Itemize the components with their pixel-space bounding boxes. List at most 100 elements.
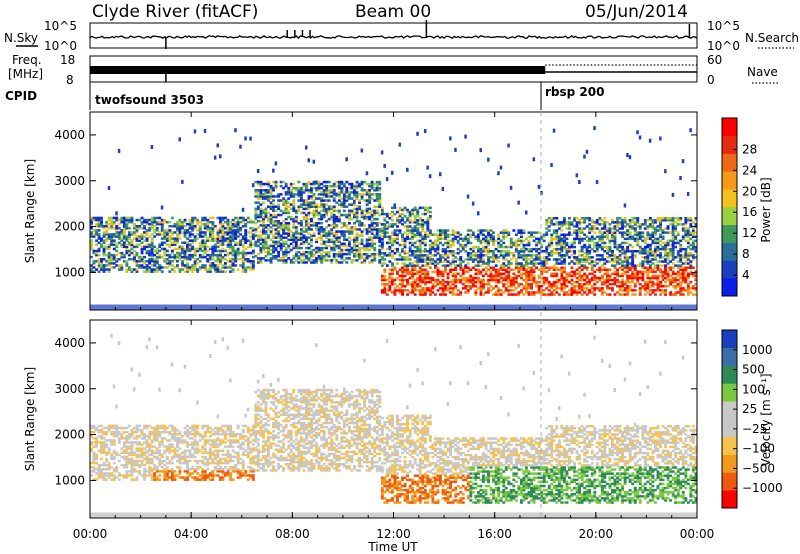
power-cell xyxy=(542,293,546,296)
power-cell xyxy=(211,235,215,238)
power-cell xyxy=(671,247,675,251)
velocity-cell xyxy=(90,466,93,469)
power-cell xyxy=(373,211,377,215)
power-cell xyxy=(294,186,298,190)
power-cell xyxy=(456,280,460,284)
power-cell xyxy=(570,289,574,292)
power-cell xyxy=(342,193,346,196)
power-cell xyxy=(307,257,311,260)
power-cell xyxy=(666,227,670,230)
power-cell xyxy=(186,249,189,253)
power-cell xyxy=(621,250,624,253)
power-cell xyxy=(603,260,607,263)
power-cell xyxy=(532,278,536,282)
power-cell xyxy=(646,252,650,255)
power-cell xyxy=(150,222,154,226)
power-cell xyxy=(102,247,106,251)
power-cell xyxy=(391,237,394,241)
power-cell xyxy=(342,197,346,200)
power-cell xyxy=(555,278,559,282)
power-cell xyxy=(224,270,227,273)
power-cell xyxy=(608,231,612,234)
power-cell xyxy=(274,248,278,252)
power-cell xyxy=(224,227,227,230)
power-cell xyxy=(322,259,326,262)
power-cell xyxy=(643,285,647,288)
power-cell xyxy=(416,221,420,224)
power-cell xyxy=(358,255,361,258)
power-cell xyxy=(464,134,467,139)
power-cell xyxy=(479,247,483,251)
power-cell xyxy=(502,258,506,261)
velocity-cell xyxy=(90,443,93,446)
power-cell xyxy=(520,274,523,278)
power-cell xyxy=(631,280,635,284)
power-cell xyxy=(611,235,614,238)
power-cell xyxy=(525,274,528,278)
power-cell xyxy=(626,229,630,232)
power-cell xyxy=(416,285,420,288)
power-cell xyxy=(193,247,197,251)
power-cell xyxy=(423,247,427,251)
power-cell xyxy=(299,224,303,227)
power-cell xyxy=(370,240,374,244)
power-cell xyxy=(638,247,642,251)
power-cell xyxy=(408,225,412,228)
power-cell xyxy=(497,272,501,276)
power-cell xyxy=(203,245,207,249)
power-cell xyxy=(522,285,526,288)
power-cell xyxy=(654,266,657,269)
power-cell xyxy=(590,278,594,282)
power-cell xyxy=(492,231,495,234)
power-cell xyxy=(90,255,93,259)
power-cell xyxy=(469,287,473,290)
power-cell xyxy=(428,256,432,259)
power-cell xyxy=(504,264,508,267)
power-cell xyxy=(691,274,695,278)
power-cell xyxy=(616,243,619,247)
power-cell xyxy=(656,229,660,232)
power-cell xyxy=(661,256,665,259)
power-cell xyxy=(353,255,356,258)
power-cell xyxy=(527,270,531,274)
power-cell xyxy=(436,266,440,269)
power-cell xyxy=(153,229,157,232)
power-cell xyxy=(378,201,382,204)
power-cell xyxy=(621,272,624,276)
power-cell xyxy=(631,256,635,259)
power-cell xyxy=(269,257,273,260)
power-cell xyxy=(681,254,685,257)
power-cell xyxy=(434,262,437,265)
power-cell xyxy=(143,260,146,263)
power-cell xyxy=(661,235,665,238)
power-cell xyxy=(284,191,288,194)
power-cell xyxy=(547,229,551,232)
power-cell xyxy=(527,287,531,290)
power-cell xyxy=(606,272,609,276)
power-cell xyxy=(226,266,230,269)
power-cell xyxy=(383,163,386,168)
power-cell xyxy=(590,229,594,232)
power-cell xyxy=(411,235,415,238)
power-cell xyxy=(522,264,526,267)
power-cell xyxy=(580,217,584,220)
power-cell xyxy=(274,180,278,184)
power-cell xyxy=(671,223,675,226)
power-cell xyxy=(337,199,341,202)
power-cell xyxy=(256,261,260,264)
power-cell xyxy=(487,233,490,236)
power-cell xyxy=(669,278,673,282)
power-cell xyxy=(133,258,136,261)
power-cell xyxy=(459,264,463,267)
power-cell xyxy=(426,165,429,170)
power-cell xyxy=(636,241,640,245)
power-cell xyxy=(317,236,321,239)
power-cell xyxy=(497,270,501,274)
power-cell xyxy=(661,247,665,251)
power-cell xyxy=(583,233,587,236)
power-cell xyxy=(626,237,630,241)
power-cell xyxy=(434,266,437,269)
power-cell xyxy=(365,217,369,221)
power-cell xyxy=(201,253,205,257)
power-cell xyxy=(332,252,336,256)
